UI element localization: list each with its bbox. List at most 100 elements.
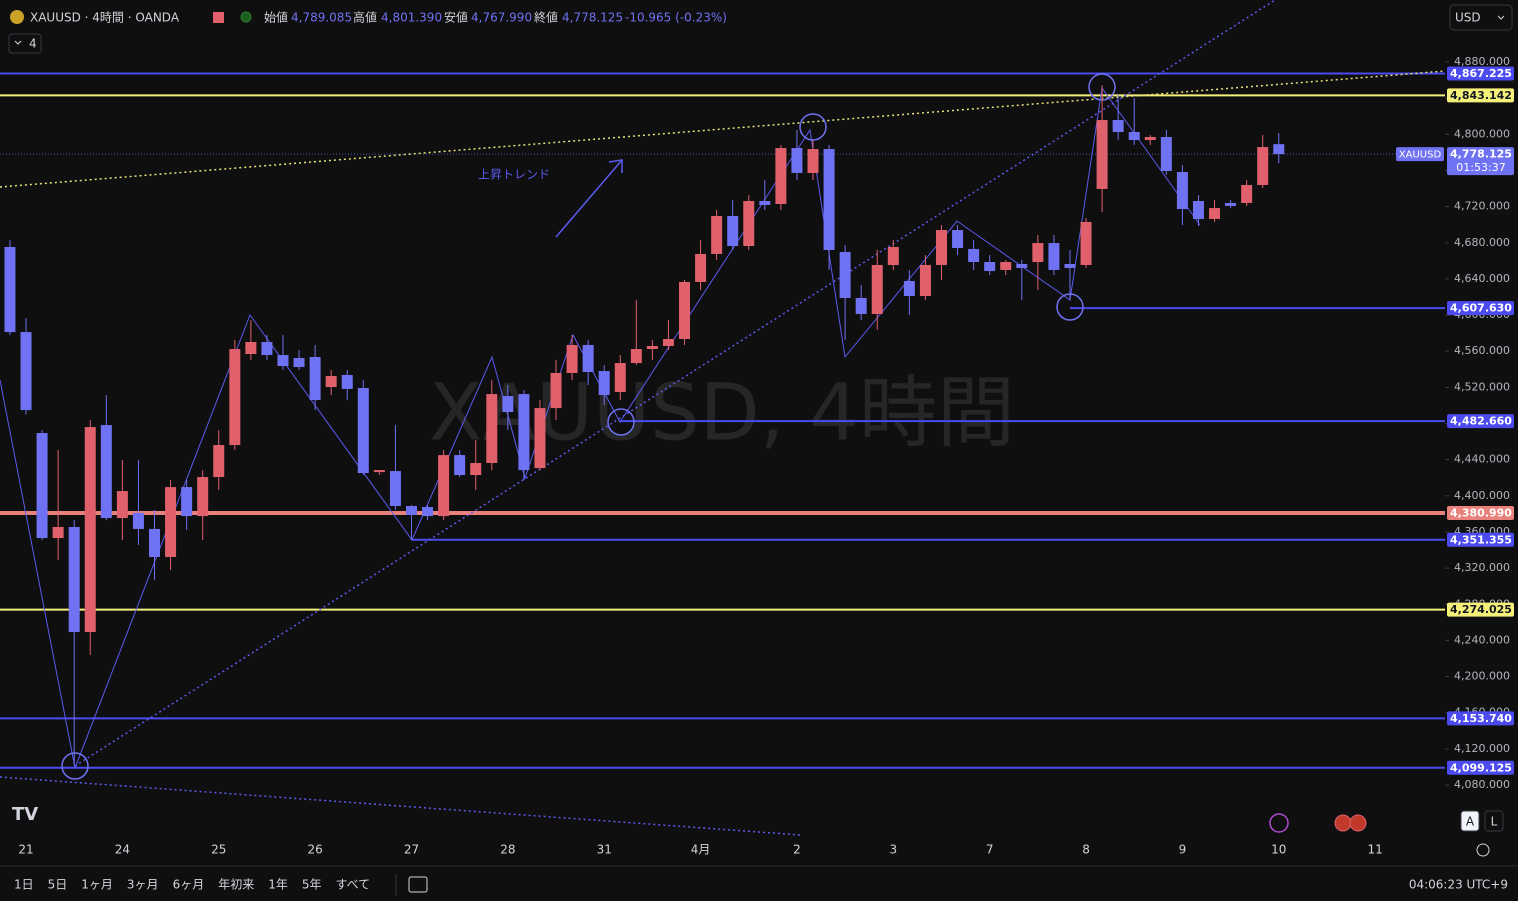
currency-select[interactable] [1449,4,1513,31]
y-tick-label: 4,200.000 [1454,670,1510,683]
range-buttons: 1日 5日 1ヶ月 3ヶ月 6ヶ月 年初来 1年 5年 すべて [14,878,370,892]
event-flag[interactable] [1334,814,1352,832]
event-icon[interactable] [1269,813,1289,833]
close-value: 4,778.125 [562,11,623,25]
candle-body [534,408,546,469]
trend-line [0,776,801,836]
candle-body [309,356,321,401]
logo[interactable]: TV [12,804,38,825]
pivot-circle [607,408,635,436]
candle-body [149,528,161,558]
candle-body [1080,221,1092,265]
candle-body [968,248,980,263]
indicator-count: 4 [29,37,37,51]
candle-body [743,201,755,247]
drawings [0,0,1446,836]
candle-body [871,264,883,314]
y-tick-label: 4,400.000 [1454,489,1510,502]
candle-body [502,396,514,413]
settings-icon[interactable] [1476,843,1490,857]
y-tick-label: 4,440.000 [1454,453,1510,466]
y-tick-label: 4,880.000 [1454,55,1510,68]
candle-body [1225,202,1237,206]
scale-button[interactable] [1460,810,1480,832]
range-button[interactable]: 年初来 [218,878,254,892]
candle-body [662,339,674,346]
x-tick-label: 3 [889,843,897,857]
x-tick-label: 25 [211,843,226,857]
range-button[interactable]: 1ヶ月 [81,878,113,892]
candle-body [1032,243,1044,263]
symbol-tag [1396,147,1444,162]
y-tick-label: 4,800.000 [1454,127,1510,140]
candle-body [341,374,353,389]
candle-body [422,507,434,517]
low-value: 4,767.990 [471,11,532,25]
event-flag[interactable] [1349,814,1367,832]
candle-body [438,455,450,517]
price-tag-label: 4,607.630 [1450,302,1512,315]
candle-body [1273,144,1285,155]
candle-body [1064,263,1076,268]
symbol-tag-label: XAUUSD [1399,150,1442,161]
candle-body [1016,263,1028,268]
candle-body [855,297,867,314]
x-tick-label: 4月 [691,843,711,857]
candle-body [791,148,803,173]
candle-body [759,201,771,205]
time-axis: 21 24 25 26 27 28 31 4月 2 3 7 8 9 10 11 [18,843,1382,857]
candle-body [261,341,273,356]
candle-body [100,425,112,519]
range-button[interactable]: 1年 [268,878,288,892]
range-button[interactable]: 5年 [302,878,322,892]
candle-body [1241,185,1253,203]
price-tag-label: 4,843.142 [1450,89,1512,102]
price-tag-label: 4,351.355 [1450,533,1512,546]
price-tag-label: 4,867.225 [1450,67,1512,80]
x-tick-label: 9 [1179,843,1187,857]
candle-body [213,445,225,478]
symbol-icon [10,10,24,24]
range-button[interactable]: 1日 [14,878,34,892]
range-button[interactable]: 3ヶ月 [127,878,159,892]
y-tick-label: 4,640.000 [1454,272,1510,285]
symbol[interactable]: XAUUSD · 4時間 · OANDA [30,11,180,25]
range-button[interactable]: 6ヶ月 [173,878,205,892]
high-name: 高値 [353,10,377,25]
x-tick-label: 10 [1271,843,1286,857]
price-tag [1447,602,1514,617]
flag-icon[interactable] [213,12,224,23]
countdown: 01:53:37 [1456,161,1505,174]
date-range-icon[interactable] [408,876,428,893]
y-tick-label: 4,560.000 [1454,344,1510,357]
range-button[interactable]: 5日 [48,878,68,892]
candle-body [646,345,658,350]
y-tick-label: 4,720.000 [1454,200,1510,213]
chevron [1497,15,1505,20]
candle-body [1176,171,1188,210]
candle-body [165,487,177,558]
x-tick-label: 27 [404,843,419,857]
candle-body [1257,147,1269,186]
candle-body [630,349,642,364]
price-tag [1447,88,1514,103]
candle-body [470,463,482,476]
indicator-toggle[interactable] [8,33,42,54]
range-button[interactable]: すべて [336,878,371,892]
candle-body [181,487,193,517]
x-tick-label: 7 [986,843,994,857]
chevron [14,40,22,45]
candle-body [566,344,578,373]
candle-body [36,433,48,539]
price-tag-label: 4,778.125 [1450,148,1512,161]
open-name: 始値 [264,10,288,25]
candle-body [711,216,723,254]
candle-body [229,349,241,446]
candle-body [1000,262,1012,270]
candle-body [550,372,562,409]
candle-body [454,455,466,476]
candle-body [823,149,835,250]
scale-button[interactable] [1484,810,1504,832]
candle-body [1112,120,1124,133]
